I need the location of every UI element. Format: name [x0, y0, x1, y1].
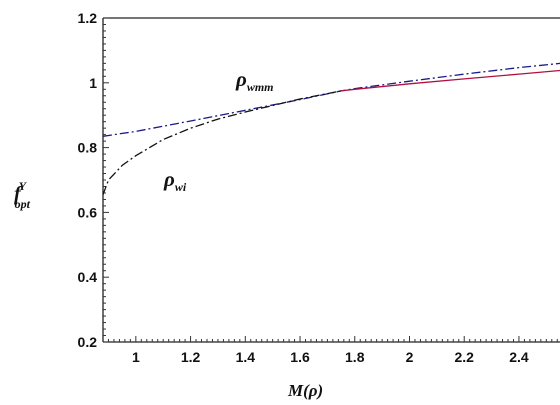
x-tick-label: 2.4	[509, 349, 529, 365]
y-tick-label: 1	[89, 75, 97, 91]
x-tick-label: 2.2	[454, 349, 474, 365]
series-line-1	[102, 90, 342, 195]
series-label-wi: ρwi	[163, 167, 187, 194]
series-label-wmm: ρwmm	[235, 67, 274, 94]
y-tick-label: 0.8	[78, 140, 98, 156]
y-tick-labels: 0.2 0.4 0.6 0.8 1 1.2	[78, 10, 98, 350]
x-tick-labels: 1 1.2 1.4 1.6 1.8 2 2.2 2.4	[132, 349, 529, 365]
x-tick-label: 2	[406, 349, 414, 365]
x-tick-label: 1.6	[290, 349, 310, 365]
x-tick-label: 1.4	[236, 349, 256, 365]
y-tick-label: 1.2	[78, 10, 98, 26]
plot-area	[102, 17, 560, 343]
x-tick-label: 1.8	[345, 349, 365, 365]
x-axis-label: M(ρ)	[287, 381, 323, 400]
y-axis-label: fY opt	[14, 179, 31, 211]
y-tick-label: 0.6	[78, 204, 98, 220]
y-tick-label: 0.4	[78, 269, 98, 285]
series-line-2	[341, 69, 560, 92]
x-tick-label: 1	[132, 349, 140, 365]
series-line-0	[102, 62, 560, 137]
series-lines	[102, 62, 560, 195]
x-tick-label: 1.2	[181, 349, 201, 365]
y-tick-label: 0.2	[78, 334, 98, 350]
